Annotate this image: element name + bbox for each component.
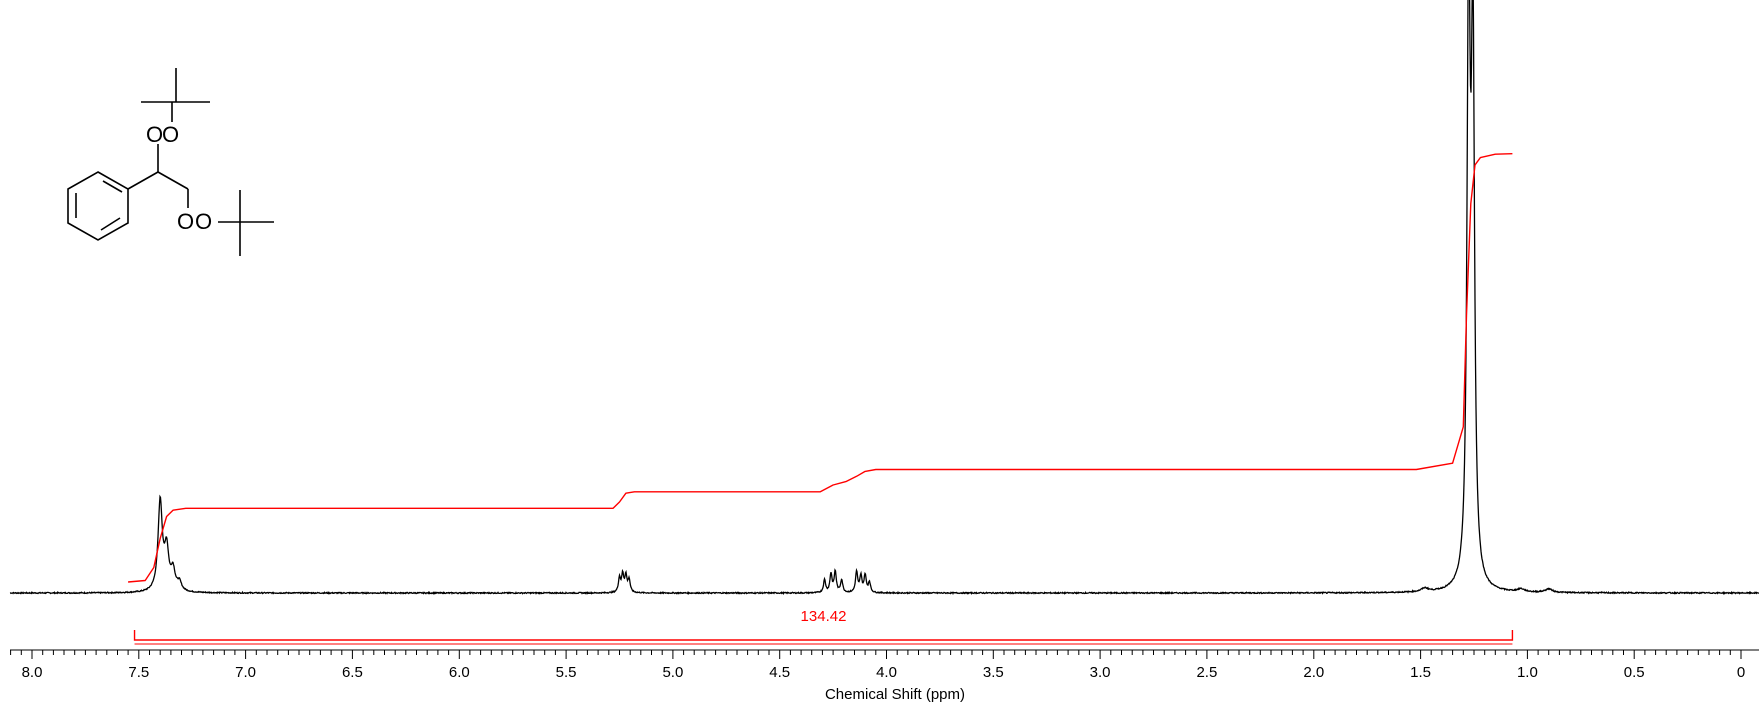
x-tick-label: 7.5 <box>128 664 149 681</box>
x-tick-label: 5.0 <box>662 664 683 681</box>
benzene-ring <box>67 171 129 241</box>
x-tick-label: 1.5 <box>1410 664 1431 681</box>
integral-layer <box>128 153 1513 583</box>
x-tick-label: 0.5 <box>1624 664 1645 681</box>
x-tick-label: 7.0 <box>235 664 256 681</box>
integral-bracket-layer: 134.42 <box>133 608 1514 645</box>
spectrum-series <box>9 0 1759 596</box>
integral-curve <box>128 153 1513 583</box>
x-tick-label: 3.5 <box>983 664 1004 681</box>
x-tick-label: 8.0 <box>22 664 43 681</box>
atom-label-o2: O <box>162 122 179 147</box>
integral-value-0: 134.42 <box>801 608 847 625</box>
atom-label-o3: O <box>177 209 194 234</box>
molecule-structure <box>67 68 274 256</box>
spectrum-layer <box>9 0 1759 596</box>
x-tick-label: 3.0 <box>1090 664 1111 681</box>
atom-label-o4: O <box>195 209 212 234</box>
integral-bracket-0 <box>133 630 1514 641</box>
x-tick-label: 6.5 <box>342 664 363 681</box>
x-tick-label: 1.0 <box>1517 664 1538 681</box>
atom-label-o1: O <box>146 122 163 147</box>
x-tick-label: 2.0 <box>1303 664 1324 681</box>
x-tick-label: 0 <box>1737 664 1745 681</box>
x-tick-label: 4.0 <box>876 664 897 681</box>
x-axis: 8.0 7.5 7.0 6.5 6.0 5.5 5.0 4.5 4.0 3.5 3.0 2.5 2.0 1… <box>10 649 1759 681</box>
x-tick-label: 4.5 <box>769 664 790 681</box>
x-axis-title: Chemical Shift (ppm) <box>825 686 965 703</box>
x-tick-label: 6.0 <box>449 664 470 681</box>
x-tick-label: 2.5 <box>1196 664 1217 681</box>
x-tick-label: 5.5 <box>556 664 577 681</box>
